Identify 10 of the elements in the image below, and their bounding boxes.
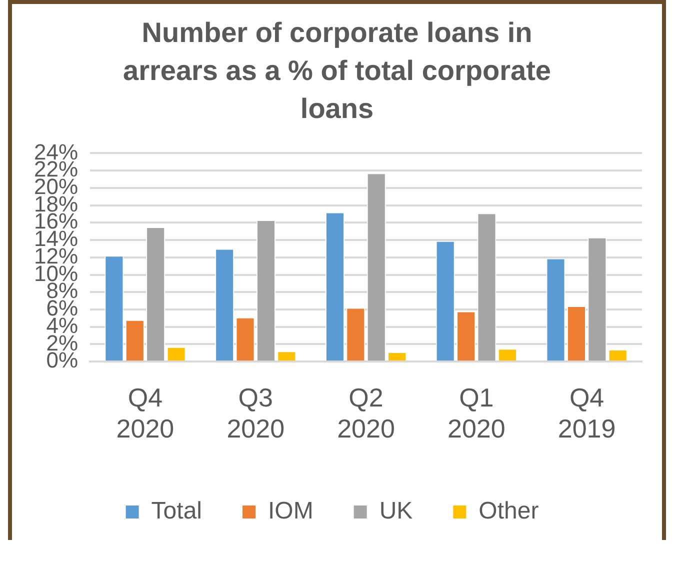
x-tick-label: Q2 2020 bbox=[337, 382, 395, 444]
x-tick-label: Q4 2020 bbox=[116, 382, 174, 444]
legend-label: UK bbox=[379, 498, 413, 525]
x-tick-label: Q4 2019 bbox=[558, 382, 616, 444]
x-tick-label: Q3 2020 bbox=[226, 382, 285, 444]
legend-label: IOM bbox=[268, 498, 314, 525]
legend-label: Other bbox=[478, 498, 539, 525]
legend-label: Total bbox=[151, 498, 202, 525]
x-tick-label: Q1 2020 bbox=[447, 382, 506, 444]
chart-title: Number of corporate loans in arrears as a % of total corporate loans bbox=[122, 16, 552, 126]
